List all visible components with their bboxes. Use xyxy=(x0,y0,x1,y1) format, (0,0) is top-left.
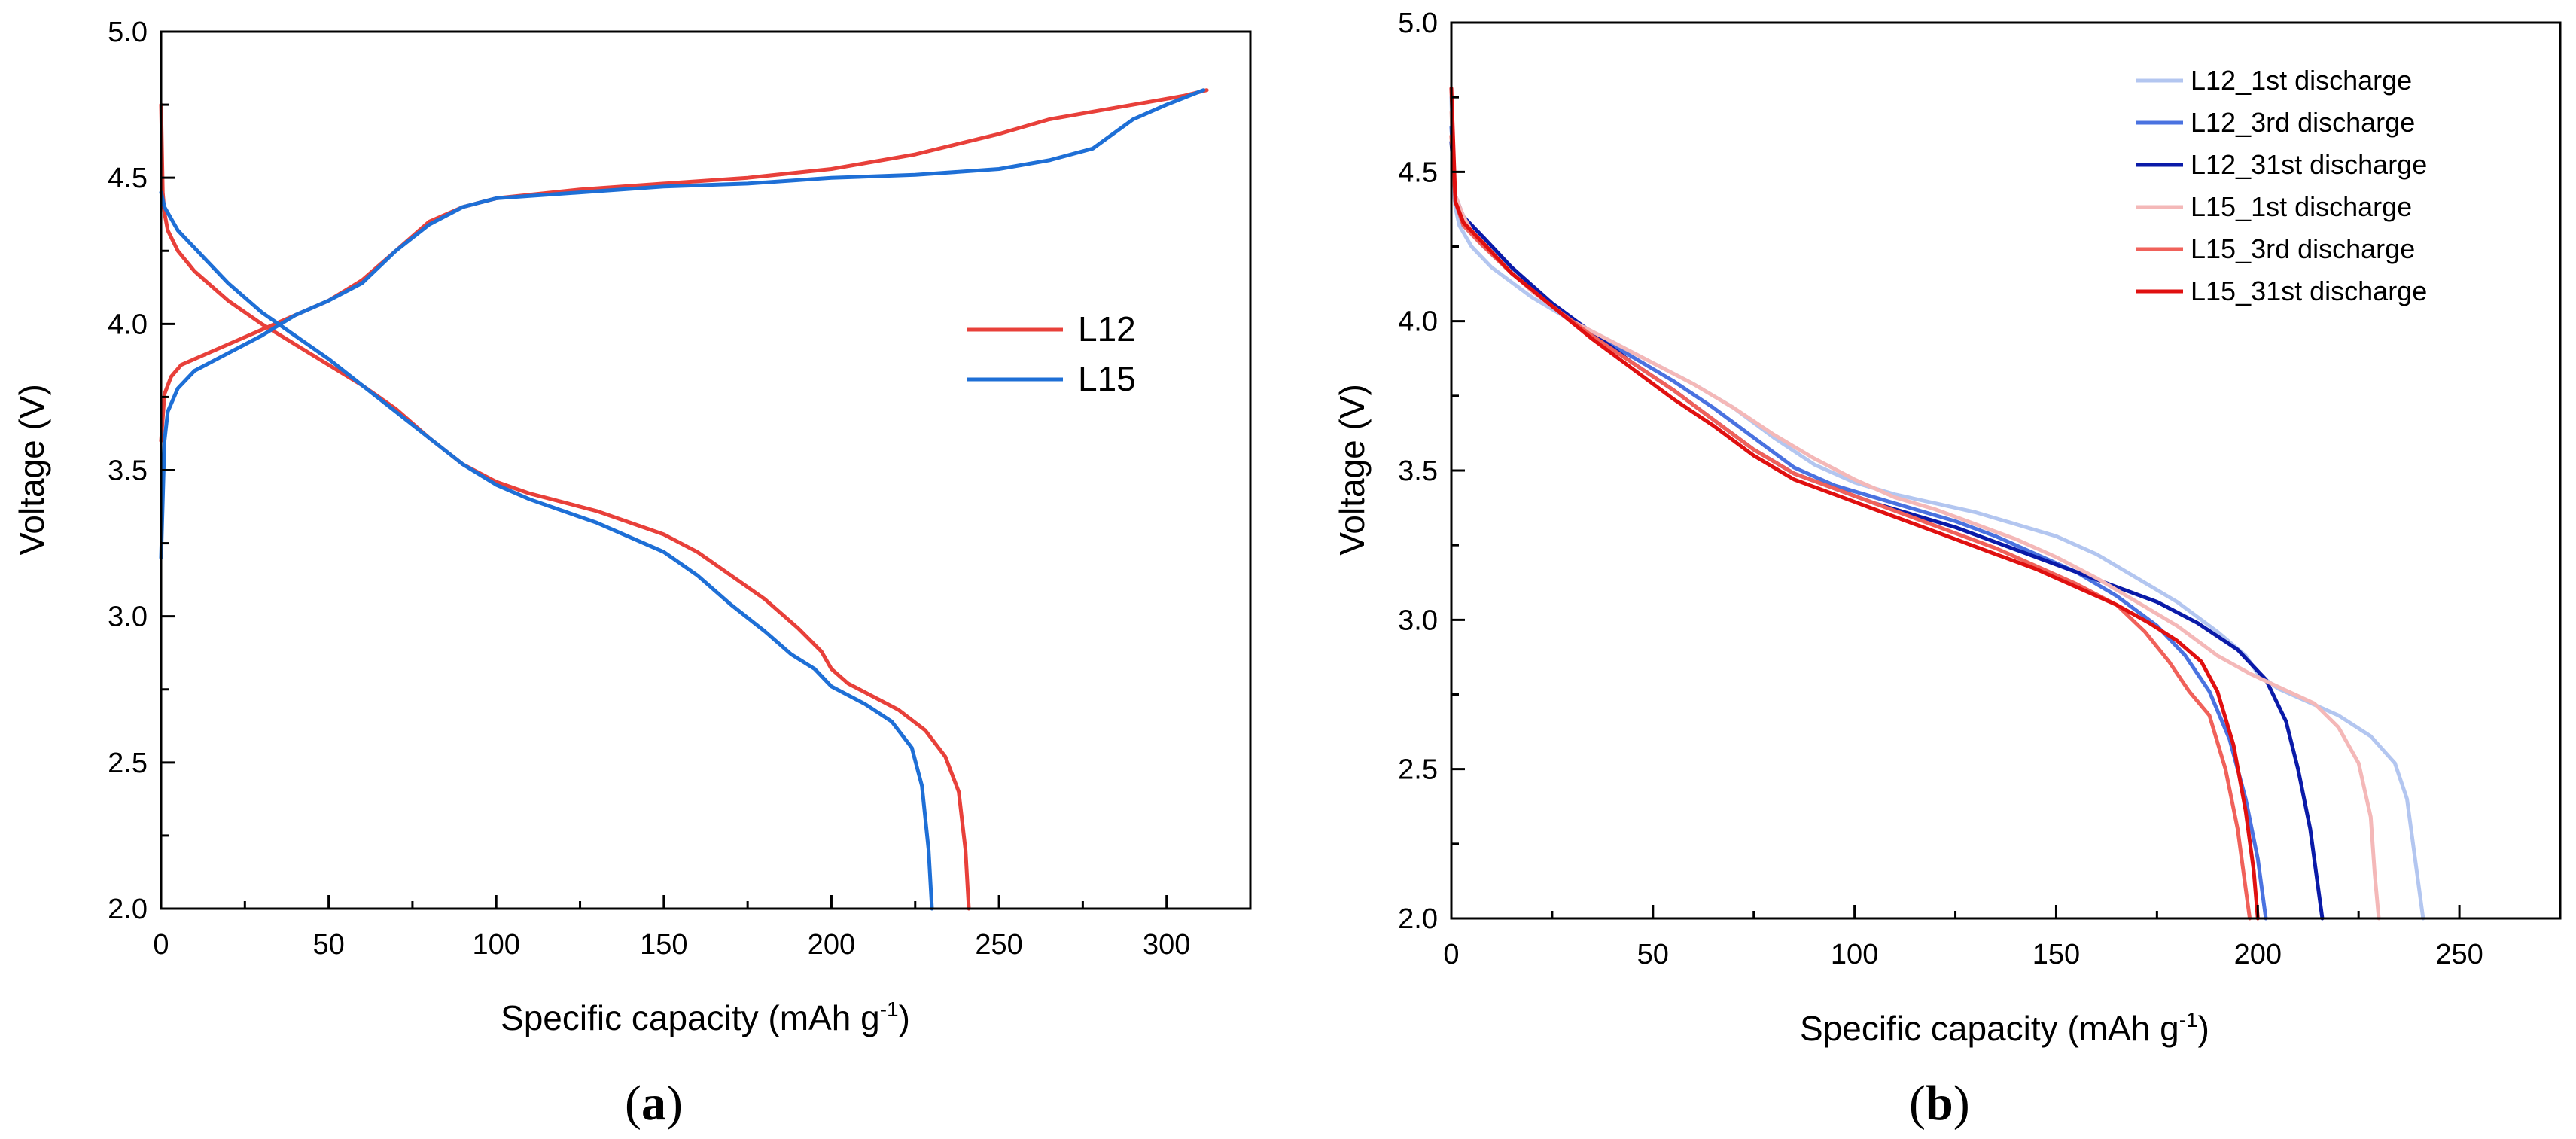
legend-label-l15-1st-discharge: L15_1st discharge xyxy=(2191,191,2412,222)
panel-a-label: (a) xyxy=(625,1076,683,1131)
panel-a-x-ticks: 0 50 100 150 200 250 300 xyxy=(153,895,1190,961)
y-tick-label: 5.0 xyxy=(1398,8,1438,39)
series-line-l15-charge xyxy=(159,88,1206,560)
y-tick-label: 4.5 xyxy=(108,163,148,194)
x-tick-label: 0 xyxy=(153,929,169,961)
series-line-l12-charge xyxy=(159,88,1209,443)
panel-a-series xyxy=(159,88,1209,911)
x-tick-label: 150 xyxy=(640,929,687,961)
y-tick-label: 4.0 xyxy=(1398,306,1438,338)
y-tick-label: 2.5 xyxy=(1398,754,1438,786)
panel-a-x-axis-title: Specific capacity (mAh g-1) xyxy=(501,997,910,1037)
x-tick-label: 250 xyxy=(975,929,1022,961)
panel-a-frame xyxy=(160,30,1252,910)
legend-label-l12-1st-discharge: L12_1st discharge xyxy=(2191,65,2412,96)
legend-label-l12-3rd-discharge: L12_3rd discharge xyxy=(2191,107,2415,138)
y-tick-label: 5.0 xyxy=(108,17,148,48)
panel-b-legend: L12_1st discharge L12_3rd discharge L12_31… xyxy=(2136,65,2427,306)
panel-b-label: (b) xyxy=(1909,1076,1970,1131)
y-tick-label: 4.5 xyxy=(1398,157,1438,188)
panel-b-y-axis-title: Voltage (V) xyxy=(1332,384,1372,556)
y-tick-label: 4.0 xyxy=(108,309,148,340)
series-line-l15-3rd-discharge xyxy=(1449,134,2252,921)
legend-label-l15-3rd-discharge: L15_3rd discharge xyxy=(2191,233,2415,264)
series-line-l12-discharge xyxy=(159,102,971,911)
y-tick-label: 3.5 xyxy=(108,455,148,487)
legend-label-l15-31st-discharge: L15_31st discharge xyxy=(2191,276,2427,306)
panel-a-y-ticks: 2.0 2.5 3.0 3.5 4.0 4.5 5.0 xyxy=(108,17,175,925)
x-tick-label: 200 xyxy=(808,929,855,961)
y-tick-label: 3.0 xyxy=(1398,605,1438,636)
x-tick-label: 250 xyxy=(2435,939,2483,970)
series-line-l12-31st-discharge xyxy=(1449,140,2325,921)
panel-b: 0 50 100 150 200 250 2.0 2.5 3.0 3.5 4.0 4.5 5.0 Sp… xyxy=(1332,8,2562,1131)
legend-label-l15: L15 xyxy=(1078,359,1136,398)
y-tick-label: 3.5 xyxy=(1398,455,1438,487)
panel-b-x-ticks: 0 50 100 150 200 250 xyxy=(1443,905,2483,970)
x-tick-label: 100 xyxy=(473,929,520,961)
x-tick-label: 100 xyxy=(1831,939,1878,970)
x-tick-label: 0 xyxy=(1443,939,1459,970)
series-line-l15-discharge xyxy=(159,190,934,911)
y-tick-label: 3.0 xyxy=(108,601,148,633)
panel-a: 0 50 100 150 200 250 300 2.0 2.5 3.0 3.5 4.0 4.5 5.0… xyxy=(12,17,1252,1131)
x-tick-label: 300 xyxy=(1143,929,1190,961)
legend-label-l12-31st-discharge: L12_31st discharge xyxy=(2191,149,2427,180)
x-tick-label: 50 xyxy=(1637,939,1669,970)
series-line-l15-31st-discharge xyxy=(1449,86,2260,921)
x-tick-label: 200 xyxy=(2234,939,2282,970)
x-tick-label: 50 xyxy=(312,929,344,961)
x-tick-label: 150 xyxy=(2032,939,2080,970)
panel-b-x-axis-title: Specific capacity (mAh g-1) xyxy=(1800,1008,2209,1048)
y-tick-label: 2.5 xyxy=(108,748,148,779)
y-tick-label: 2.0 xyxy=(108,894,148,925)
panel-a-legend: L12 L15 xyxy=(967,309,1136,398)
panel-a-y-axis-title: Voltage (V) xyxy=(12,384,51,556)
legend-label-l12: L12 xyxy=(1078,309,1136,349)
series-line-l12-3rd-discharge xyxy=(1449,125,2268,921)
y-tick-label: 2.0 xyxy=(1398,903,1438,935)
panel-b-y-ticks: 2.0 2.5 3.0 3.5 4.0 4.5 5.0 xyxy=(1398,8,1465,935)
panel-b-series xyxy=(1449,86,2425,921)
